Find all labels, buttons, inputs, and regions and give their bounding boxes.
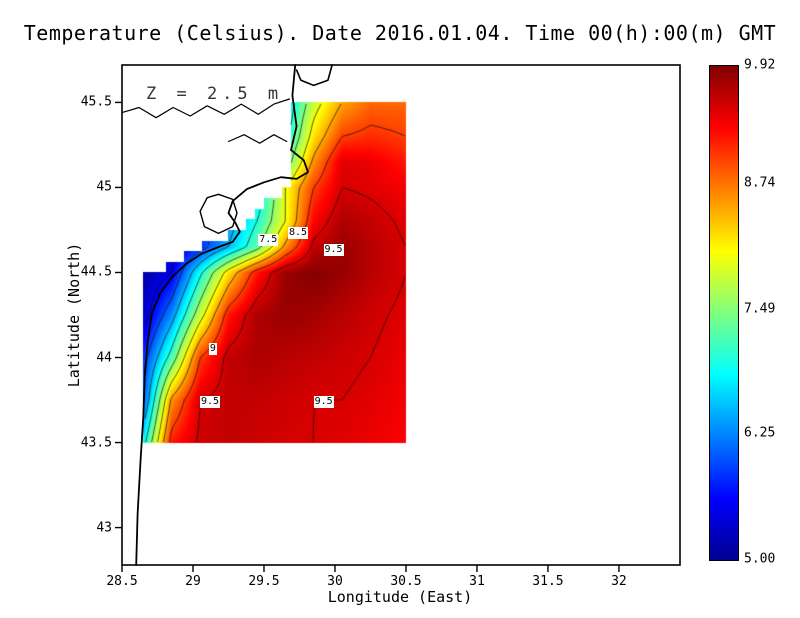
y-tick-label: 43 xyxy=(96,520,112,536)
y-axis-label: Latitude (North) xyxy=(65,242,83,388)
colorbar-gradient xyxy=(710,66,738,560)
x-tick-label: 31 xyxy=(469,574,485,589)
heatmap-canvas xyxy=(122,65,680,565)
x-tick-label: 30.5 xyxy=(390,574,422,589)
y-tick-label: 45 xyxy=(96,179,112,195)
colorbar xyxy=(709,65,739,561)
x-tick-label: 28.5 xyxy=(106,574,138,589)
y-tick-label: 45.5 xyxy=(80,94,112,110)
colorbar-tick-label: 9.92 xyxy=(744,57,776,73)
x-tick-label: 32 xyxy=(611,574,627,589)
x-axis-label: Longitude (East) xyxy=(327,588,473,606)
x-tick-label: 29 xyxy=(185,574,201,589)
colorbar-tick-label: 5.00 xyxy=(744,551,776,567)
x-tick-label: 31.5 xyxy=(532,574,564,589)
depth-annotation: Z = 2.5 m xyxy=(146,84,284,104)
x-tick-label: 30 xyxy=(327,574,343,589)
colorbar-tick-label: 8.74 xyxy=(744,175,776,191)
x-tick-label: 29.5 xyxy=(248,574,280,589)
colorbar-tick-label: 7.49 xyxy=(744,301,776,317)
chart-title: Temperature (Celsius). Date 2016.01.04. … xyxy=(23,21,777,45)
colorbar-tick-label: 6.25 xyxy=(744,425,776,441)
y-tick-label: 43.5 xyxy=(80,435,112,451)
